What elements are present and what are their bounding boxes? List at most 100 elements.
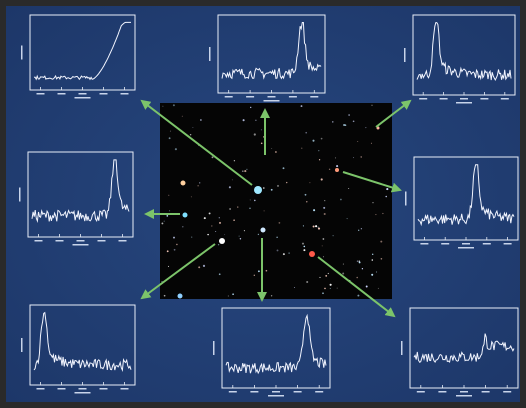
star: [260, 142, 263, 145]
star: [360, 156, 362, 158]
tick-text: [288, 96, 297, 98]
star: [166, 215, 169, 217]
arrow: [342, 171, 402, 193]
star: [246, 168, 248, 171]
star: [305, 131, 308, 134]
star: [300, 105, 303, 108]
star: [317, 227, 321, 230]
star: [231, 179, 233, 181]
star: [227, 295, 229, 297]
tick-text: [462, 243, 470, 245]
tick-text: [120, 93, 129, 95]
star: [332, 235, 334, 237]
arrow: [140, 243, 216, 300]
star: [282, 253, 285, 256]
star: [243, 230, 245, 232]
star: [322, 292, 324, 295]
axis-text: [268, 395, 284, 397]
star: [276, 236, 278, 238]
star: [181, 115, 183, 117]
star: [255, 119, 257, 121]
tick-text: [460, 391, 468, 393]
star: [237, 206, 239, 208]
tick-text: [441, 243, 450, 245]
star: [301, 242, 305, 245]
bright-star: [177, 293, 183, 299]
star: [263, 210, 265, 212]
bright-star: [180, 180, 186, 186]
star: [357, 294, 360, 297]
star: [166, 250, 169, 253]
star: [202, 264, 206, 267]
star: [306, 201, 308, 203]
axis-text: [19, 187, 21, 202]
star: [303, 245, 306, 248]
star: [168, 137, 171, 140]
star: [244, 170, 247, 173]
tick-text: [272, 391, 280, 393]
star: [375, 214, 377, 216]
star: [176, 243, 178, 246]
tick-text: [78, 93, 87, 95]
spectrum-plot: [401, 307, 519, 397]
star: [320, 137, 323, 140]
star: [317, 226, 319, 228]
star: [342, 263, 344, 265]
spectrum-plot: [213, 307, 331, 397]
axis-text: [72, 244, 89, 246]
spectrum-plot: [405, 156, 519, 249]
star: [370, 142, 372, 144]
star: [161, 222, 164, 225]
tick-text: [97, 240, 106, 242]
axis-text: [213, 341, 215, 355]
star: [211, 225, 213, 227]
arrows: [140, 99, 412, 318]
star: [274, 151, 277, 153]
star: [321, 245, 323, 247]
star: [257, 233, 260, 236]
star: [302, 225, 304, 227]
spectrum-line: [416, 22, 512, 81]
axis-text: [405, 191, 407, 206]
star: [343, 124, 346, 126]
star: [207, 233, 209, 236]
star: [340, 198, 342, 201]
axis-text: [21, 338, 23, 352]
star: [190, 196, 192, 198]
star: [197, 185, 199, 187]
star: [322, 256, 324, 258]
star: [276, 184, 280, 187]
spectrum-line: [417, 164, 515, 227]
spectrum-plot: [21, 304, 136, 394]
arrow: [375, 99, 412, 128]
axis-text: [263, 100, 280, 102]
tick-text: [420, 243, 429, 245]
tick-text: [503, 391, 512, 393]
star: [329, 287, 331, 289]
star: [336, 165, 339, 168]
tick-text: [293, 391, 302, 393]
star: [371, 253, 374, 256]
star: [208, 212, 211, 215]
star: [358, 229, 360, 231]
star: [371, 259, 374, 261]
star: [278, 222, 281, 224]
star: [371, 104, 373, 106]
star: [322, 238, 325, 240]
star-field-image: [160, 103, 392, 299]
star: [182, 226, 184, 228]
axis-text: [401, 341, 403, 355]
star: [218, 217, 220, 219]
tick-text: [250, 391, 259, 393]
star: [217, 244, 220, 246]
star: [334, 157, 337, 159]
star: [385, 195, 387, 198]
spectrum-plot: [19, 151, 134, 246]
star: [386, 188, 389, 191]
star: [167, 265, 170, 267]
star: [303, 249, 306, 252]
arrow: [140, 99, 253, 186]
bright-star: [254, 186, 262, 194]
star: [318, 150, 320, 152]
stars: [161, 104, 389, 299]
